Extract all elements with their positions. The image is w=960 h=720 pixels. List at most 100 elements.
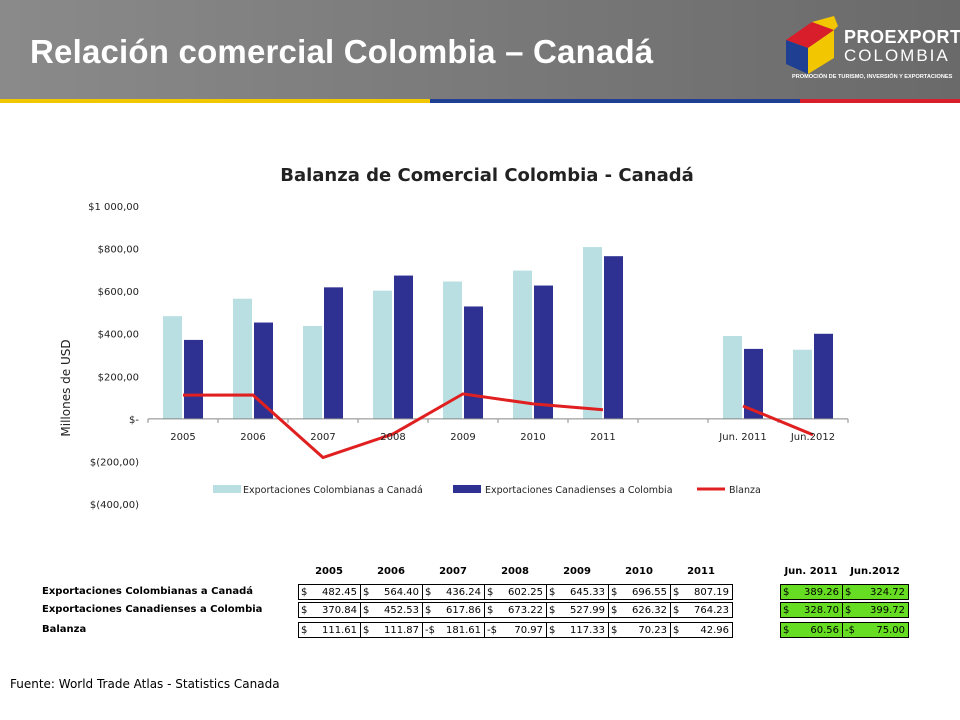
currency-sign: $ bbox=[487, 604, 494, 616]
cell-value: 602.25 bbox=[508, 586, 543, 598]
source-note: Fuente: World Trade Atlas - Statistics C… bbox=[10, 677, 280, 691]
currency-sign: $ bbox=[363, 586, 370, 598]
table-column-header: 2007 bbox=[439, 566, 467, 577]
table-cell: $482.45 bbox=[298, 584, 361, 600]
cell-value: 117.33 bbox=[570, 624, 605, 636]
bar-can-exports bbox=[744, 348, 763, 419]
table-cell: $60.56 bbox=[780, 622, 843, 638]
currency-sign: $ bbox=[611, 604, 618, 616]
x-tick-label: Jun.2012 bbox=[790, 432, 835, 443]
currency-sign: $ bbox=[611, 586, 618, 598]
legend-label: Exportaciones Colombianas a Canadá bbox=[243, 485, 423, 496]
cell-value: 807.19 bbox=[694, 586, 729, 598]
table-cell: $617.86 bbox=[422, 602, 485, 618]
currency-sign: -$ bbox=[425, 624, 435, 636]
cell-value: 75.00 bbox=[876, 624, 905, 636]
cell-value: 696.55 bbox=[632, 586, 667, 598]
currency-sign: $ bbox=[845, 586, 852, 598]
table-column-header: 2006 bbox=[377, 566, 405, 577]
trade-balance-chart: Balanza de Comercial Colombia - Canadá M… bbox=[59, 165, 849, 511]
table-cell: $42.96 bbox=[670, 622, 733, 638]
bar-can-exports bbox=[464, 306, 483, 419]
currency-sign: $ bbox=[611, 624, 618, 636]
legend-label: Blanza bbox=[729, 485, 761, 496]
currency-sign: $ bbox=[673, 624, 680, 636]
currency-sign: $ bbox=[549, 624, 556, 636]
table-cell: $111.61 bbox=[298, 622, 361, 638]
bar-can-exports bbox=[394, 275, 413, 419]
cell-value: 370.84 bbox=[322, 604, 357, 616]
table-column-header: 2008 bbox=[501, 566, 529, 577]
table-column-header: 2011 bbox=[687, 566, 715, 577]
bar-can-exports bbox=[604, 256, 623, 419]
table-column-header: 2009 bbox=[563, 566, 591, 577]
bar-col-exports bbox=[723, 336, 742, 419]
cell-value: 70.23 bbox=[638, 624, 667, 636]
table-cell: $564.40 bbox=[360, 584, 423, 600]
table-column-header: 2010 bbox=[625, 566, 653, 577]
table-cell: $645.33 bbox=[546, 584, 609, 600]
currency-sign: $ bbox=[301, 604, 308, 616]
bar-col-exports bbox=[233, 298, 252, 419]
table-cell: $389.26 bbox=[780, 584, 843, 600]
y-tick-label: $1 000,00 bbox=[88, 202, 139, 213]
bar-col-exports bbox=[583, 247, 602, 419]
x-tick-label: 2005 bbox=[170, 432, 195, 443]
cell-value: 399.72 bbox=[870, 604, 905, 616]
table-column-header: Jun. 2011 bbox=[784, 566, 838, 577]
currency-sign: $ bbox=[425, 586, 432, 598]
currency-sign: $ bbox=[783, 604, 790, 616]
table-column-header: Jun.2012 bbox=[850, 566, 900, 577]
currency-sign: -$ bbox=[487, 624, 497, 636]
table-cell: $527.99 bbox=[546, 602, 609, 618]
logo-country: COLOMBIA bbox=[844, 46, 950, 65]
bar-can-exports bbox=[534, 285, 553, 419]
currency-sign: $ bbox=[673, 604, 680, 616]
bar-can-exports bbox=[324, 287, 343, 419]
currency-sign: $ bbox=[425, 604, 432, 616]
cell-value: 482.45 bbox=[322, 586, 357, 598]
cell-value: 645.33 bbox=[570, 586, 605, 598]
table-cell: $328.70 bbox=[780, 602, 843, 618]
legend-swatch bbox=[213, 485, 241, 493]
bar-col-exports bbox=[373, 290, 392, 419]
cell-value: 328.70 bbox=[804, 604, 839, 616]
currency-sign: $ bbox=[845, 604, 852, 616]
currency-sign: $ bbox=[301, 586, 308, 598]
logo-name: PROEXPORT bbox=[844, 27, 960, 47]
cell-value: 673.22 bbox=[508, 604, 543, 616]
currency-sign: $ bbox=[363, 604, 370, 616]
y-tick-label: $(200,00) bbox=[90, 457, 139, 468]
table-cell: $673.22 bbox=[484, 602, 547, 618]
stripe-red bbox=[800, 99, 960, 103]
cell-value: 60.56 bbox=[810, 624, 839, 636]
cell-value: 111.87 bbox=[384, 624, 419, 636]
table-cell: $626.32 bbox=[608, 602, 671, 618]
y-axis-label: Millones de USD bbox=[59, 339, 73, 436]
table-cell: $324.72 bbox=[842, 584, 909, 600]
table-cell: -$ 70.97 bbox=[484, 622, 547, 638]
cell-value: 324.72 bbox=[870, 586, 905, 598]
table-cell: $111.87 bbox=[360, 622, 423, 638]
table-cell: -$ 181.61 bbox=[422, 622, 485, 638]
table-row-label: Balanza bbox=[42, 624, 87, 635]
balance-line bbox=[742, 404, 814, 437]
chart-title: Balanza de Comercial Colombia - Canadá bbox=[280, 165, 694, 186]
table-cell: $807.19 bbox=[670, 584, 733, 600]
currency-sign: $ bbox=[487, 586, 494, 598]
cell-value: 111.61 bbox=[322, 624, 357, 636]
bar-col-exports bbox=[163, 316, 182, 419]
currency-sign: $ bbox=[673, 586, 680, 598]
table-column-header: 2005 bbox=[315, 566, 343, 577]
table-cell: $436.24 bbox=[422, 584, 485, 600]
bar-can-exports bbox=[254, 322, 273, 419]
proexport-logo: PROEXPORT COLOMBIA PROMOCIÓN DE TURISMO,… bbox=[772, 14, 960, 86]
table-cell: $602.25 bbox=[484, 584, 547, 600]
bar-col-exports bbox=[793, 349, 812, 419]
currency-sign: $ bbox=[549, 604, 556, 616]
table-row-label: Exportaciones Colombianas a Canadá bbox=[42, 586, 253, 597]
x-tick-label: 2008 bbox=[380, 432, 405, 443]
cell-value: 42.96 bbox=[700, 624, 729, 636]
cell-value: 564.40 bbox=[384, 586, 419, 598]
stripe-blue bbox=[430, 99, 800, 103]
